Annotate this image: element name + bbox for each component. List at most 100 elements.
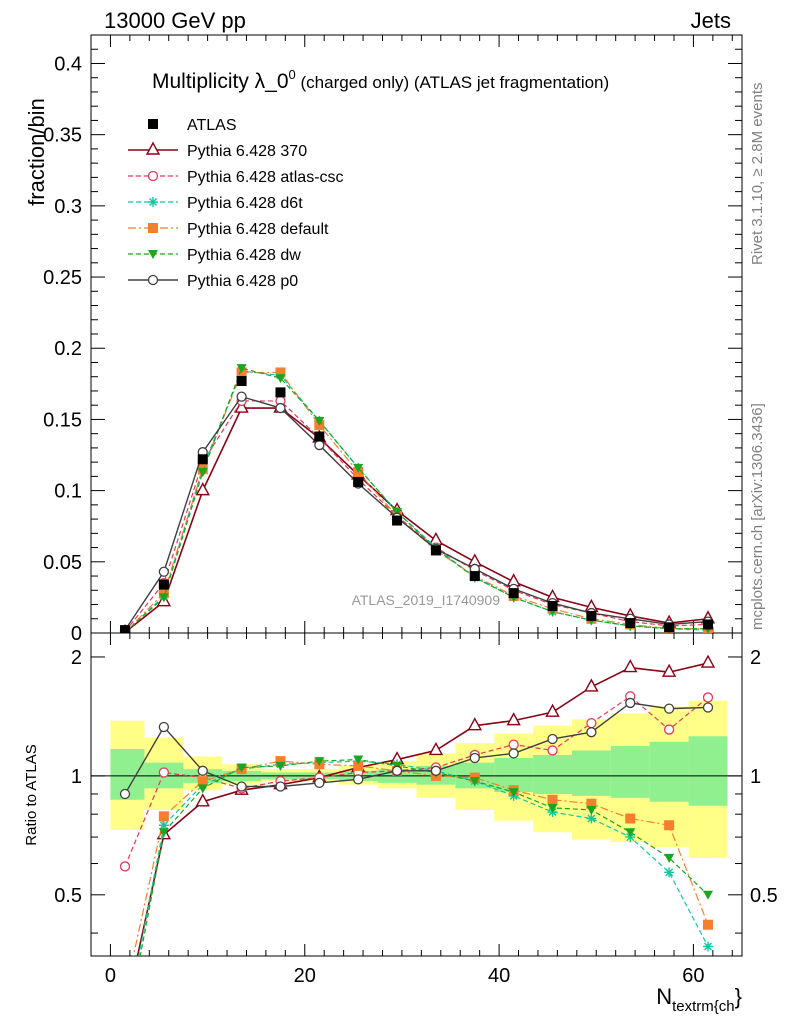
ratio-line <box>132 760 709 956</box>
main-line <box>124 407 709 633</box>
stat-uncertainty-band <box>610 746 650 798</box>
ratio-point <box>506 712 521 726</box>
ratio-point <box>119 861 131 872</box>
ratio-point <box>702 702 714 713</box>
y-tick-label: 0.3 <box>54 196 82 218</box>
ratio-point <box>661 663 677 677</box>
ratio-point <box>702 941 713 952</box>
main-point <box>314 431 325 442</box>
ratio-point <box>508 748 519 759</box>
legend-marker <box>148 223 158 233</box>
ratio-tick-label-left: 1 <box>71 766 82 788</box>
ratio-point <box>467 717 482 731</box>
chart-legend: ATLAS Pythia 6.428 370 Pythia 6.428 atlas-… <box>128 117 344 290</box>
ratio-point <box>584 678 599 692</box>
chart-title: Multiplicity λ_00 (charged only) (ATLAS … <box>152 67 609 93</box>
main-line <box>124 395 709 631</box>
main-point <box>586 610 597 621</box>
ratio-point <box>119 1007 131 1018</box>
main-point <box>236 364 247 374</box>
ratio-point <box>508 788 519 798</box>
ratio-point <box>586 805 597 815</box>
ratio-tick-label-left: 2 <box>71 647 82 669</box>
ratio-line <box>138 760 709 956</box>
y-tick-label: 0.2 <box>54 338 82 360</box>
main-point <box>195 482 210 496</box>
legend-marker <box>148 119 158 129</box>
ratio-point <box>158 721 170 733</box>
ratio-point <box>197 776 208 787</box>
ratio-point <box>547 745 558 756</box>
ratio-point <box>353 755 364 765</box>
ratio-point <box>547 733 558 745</box>
ratio-point <box>700 654 716 668</box>
main-point <box>236 391 247 402</box>
y-tick-label: 0.15 <box>43 409 82 431</box>
main-point <box>392 507 403 517</box>
ratio-point <box>469 752 480 764</box>
main-point <box>353 477 364 488</box>
ratio-point <box>586 798 597 809</box>
legend-label: Pythia 6.428 atlas-csc <box>187 169 344 186</box>
main-point <box>275 367 286 378</box>
ratio-point <box>702 919 713 930</box>
ratio-point <box>508 739 519 750</box>
main-point <box>314 416 325 426</box>
ratio-point <box>586 717 597 729</box>
ratio-point <box>314 777 325 789</box>
main-point <box>275 402 286 414</box>
legend-marker <box>148 197 158 207</box>
header-jets-label: Jets <box>691 8 731 33</box>
ratio-point <box>158 820 169 831</box>
ratio-point <box>236 781 247 792</box>
legend-marker <box>147 274 159 286</box>
stat-uncertainty-band <box>649 741 689 802</box>
ratio-point <box>430 765 442 776</box>
main-point <box>236 375 247 386</box>
ratio-point <box>625 828 636 838</box>
main-series-group <box>119 364 716 633</box>
ratio-point <box>353 774 364 785</box>
ratio-point <box>275 781 286 792</box>
chart-title-superscript: 0 <box>289 67 296 82</box>
main-point <box>158 588 169 599</box>
ratio-line <box>139 758 709 956</box>
legend-marker <box>145 141 161 155</box>
ratio-point <box>663 703 675 714</box>
main-point <box>625 618 636 629</box>
y-tick-label: 0.25 <box>43 267 82 289</box>
ratio-point <box>391 765 403 776</box>
ratio-point <box>625 813 636 824</box>
main-point <box>469 571 480 582</box>
main-point <box>158 579 169 590</box>
ratio-point <box>469 777 480 787</box>
x-tick-label: 40 <box>488 965 510 987</box>
ratio-point <box>119 788 131 800</box>
main-line <box>124 400 709 632</box>
main-point <box>508 588 519 599</box>
ratio-point <box>275 761 286 771</box>
x-axis-label-subscript: textrm{ch <box>672 998 735 1015</box>
legend-label: Pythia 6.428 370 <box>187 143 307 160</box>
ratio-tick-label-right: 2 <box>750 647 761 669</box>
main-line <box>124 367 708 633</box>
ratio-line <box>124 695 709 867</box>
main-point <box>158 593 169 603</box>
legend-marker <box>147 170 159 182</box>
ratio-point <box>586 813 597 824</box>
main-point <box>664 622 675 633</box>
ratio-point <box>158 811 169 822</box>
ratio-point <box>702 890 713 900</box>
legend-label: Pythia 6.428 dw <box>187 247 301 264</box>
chart-title-main: Multiplicity λ_0 <box>152 70 289 93</box>
y-axis-label: fraction/bin <box>24 98 49 206</box>
main-point <box>392 515 403 526</box>
rivet-version-label: Rivet 3.1.10, ≥ 2.8M events <box>749 83 766 266</box>
main-point <box>430 545 441 556</box>
ratio-point <box>158 767 170 778</box>
ratio-point <box>547 803 558 813</box>
ratio-point <box>625 697 636 709</box>
main-point <box>547 600 558 611</box>
ratio-point <box>663 724 675 735</box>
